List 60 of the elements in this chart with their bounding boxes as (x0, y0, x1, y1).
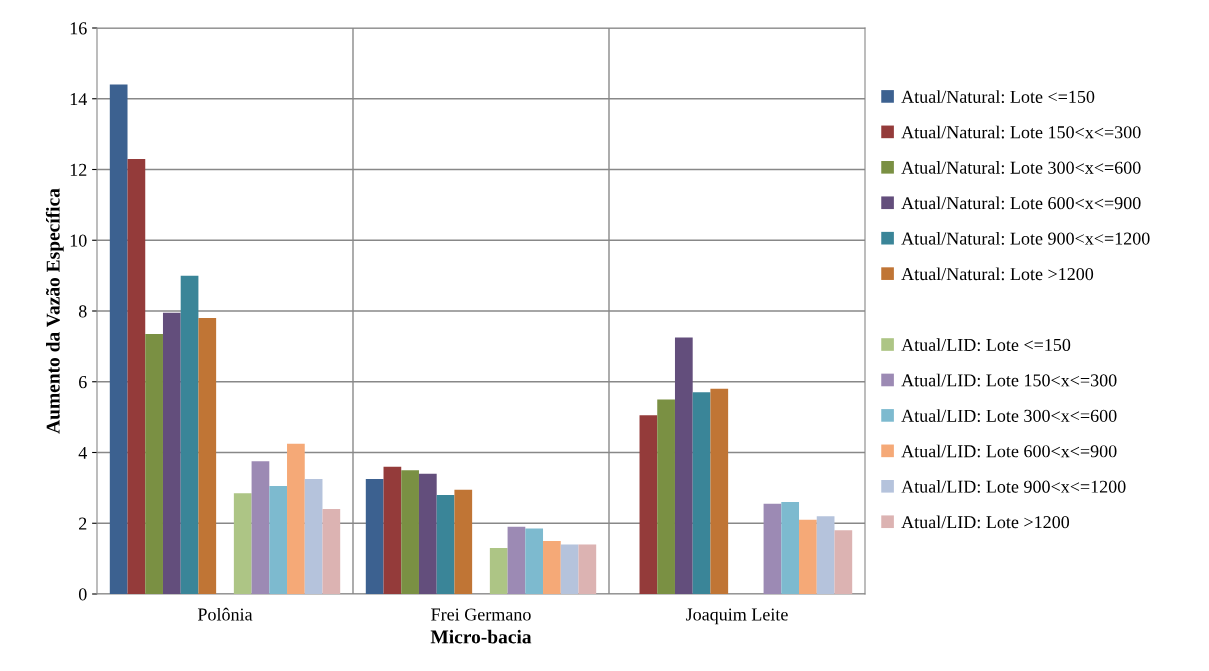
legend-label: Atual/LID: Lote 150<x<=300 (901, 373, 1117, 387)
legend-label: Atual/Natural: Lote >1200 (901, 267, 1094, 281)
bar (674, 337, 693, 594)
bar (560, 544, 579, 594)
bar (198, 318, 217, 594)
legend-label: Atual/LID: Lote 900<x<=1200 (901, 480, 1126, 493)
bar (507, 526, 526, 594)
bar (365, 479, 384, 594)
bar (287, 443, 305, 594)
bar (418, 473, 437, 594)
y-tick-label: 14 (70, 93, 87, 106)
bar (692, 392, 711, 594)
bar (322, 509, 341, 594)
legend-label: Atual/Natural: Lote 150<x<=300 (901, 125, 1141, 139)
legend-label: Atual/LID: Lote >1200 (901, 515, 1070, 529)
y-tick-label: 10 (70, 234, 87, 247)
bar (304, 479, 323, 594)
bar (454, 489, 473, 594)
bar (127, 158, 146, 594)
y-tick-label: 16 (70, 22, 87, 35)
bar (251, 461, 270, 594)
bar (799, 519, 817, 594)
x-axis-title: Micro-bacia (430, 629, 532, 644)
bar (657, 399, 675, 594)
bar (383, 466, 402, 594)
bar (543, 540, 561, 594)
legend-label: Atual/Natural: Lote <=150 (901, 90, 1095, 103)
bar (436, 494, 455, 594)
x-tick-label: Joaquim Leite (685, 608, 788, 625)
bar (233, 493, 252, 594)
y-tick-label: 6 (79, 376, 87, 389)
bar (578, 544, 597, 594)
legend-label: Atual/LID: Lote 300<x<=600 (901, 409, 1117, 422)
legend-label: Atual/Natural: Lote 600<x<=900 (901, 196, 1141, 210)
bar (834, 530, 853, 594)
y-axis-title: Aumento da Vazão Específica (45, 188, 64, 434)
bar (401, 470, 419, 594)
y-tick-label: 8 (78, 305, 87, 318)
bar (710, 388, 729, 594)
bar (763, 503, 782, 594)
x-tick-label: Frei Germano (431, 608, 531, 621)
bar (816, 516, 835, 594)
legend-label: Atual/Natural: Lote 300<x<=600 (901, 161, 1141, 174)
x-tick-label: Polônia (197, 607, 253, 621)
bar (180, 275, 199, 594)
y-tick-label: 0 (78, 588, 87, 601)
legend-label: Atual/LID: Lote 600<x<=900 (901, 444, 1117, 458)
bar (145, 333, 163, 594)
bar (525, 528, 544, 594)
y-tick-label: 2 (79, 517, 87, 530)
bar (269, 486, 288, 594)
bar (639, 415, 658, 594)
y-tick-label: 12 (70, 163, 87, 176)
bar (781, 502, 800, 594)
legend-label: Atual/Natural: Lote 900<x<=1200 (901, 231, 1150, 245)
bar (162, 312, 181, 594)
bar (109, 84, 128, 594)
legend-label: Atual/LID: Lote <=150 (901, 338, 1071, 352)
bar (489, 548, 508, 594)
y-tick-label: 4 (78, 446, 87, 459)
